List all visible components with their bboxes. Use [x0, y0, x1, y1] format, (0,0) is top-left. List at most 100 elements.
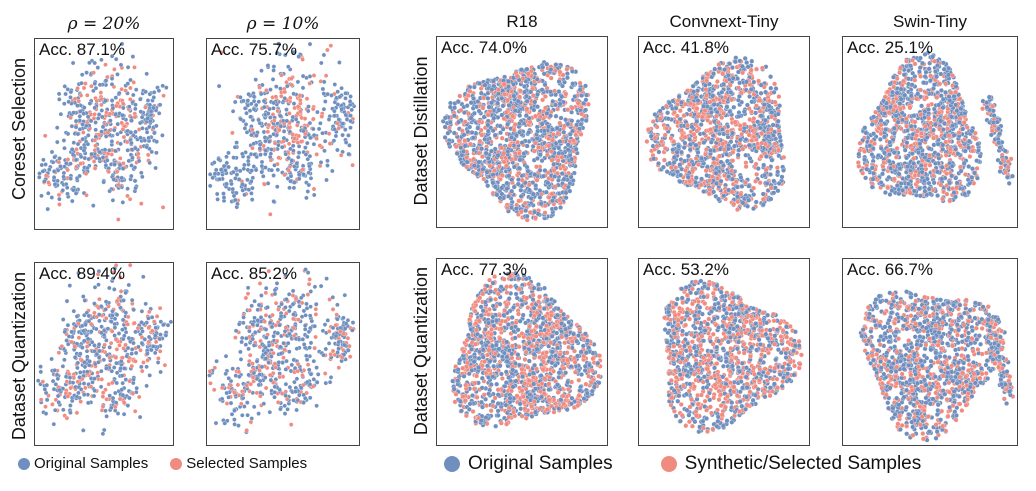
point-original [130, 155, 135, 161]
point-selected [336, 126, 341, 131]
point-original [45, 206, 50, 212]
point-original [291, 312, 296, 317]
point-original [89, 329, 94, 334]
point-original [314, 380, 320, 385]
row-label-dataset-quantization-right: Dataset Quantization [411, 266, 431, 436]
point-original [283, 381, 289, 387]
point-original [73, 124, 79, 130]
point-original [70, 380, 76, 385]
point-selected [266, 122, 272, 128]
point-original [286, 292, 292, 297]
point-original [148, 108, 154, 114]
point-original [252, 330, 258, 335]
point-original [531, 107, 537, 113]
point-original [518, 187, 524, 193]
point-original [154, 123, 159, 129]
point-original [348, 113, 353, 118]
point-original [744, 60, 750, 66]
point-selected [270, 312, 275, 318]
point-original [667, 100, 672, 106]
point-selected [305, 362, 311, 367]
point-original [731, 104, 737, 110]
point-original [144, 383, 149, 389]
point-selected [671, 139, 677, 144]
point-original [462, 143, 468, 149]
point-original [478, 90, 484, 96]
point-selected [674, 113, 680, 119]
point-original [577, 87, 583, 93]
point-original [213, 420, 219, 426]
point-selected [64, 415, 70, 421]
point-original [52, 407, 58, 413]
point-original [92, 60, 97, 66]
point-original [312, 323, 317, 329]
point-original [156, 111, 162, 116]
point-original [470, 135, 476, 141]
point-original [110, 395, 116, 401]
point-selected [108, 340, 114, 346]
point-original [447, 119, 453, 125]
point-selected [311, 73, 317, 78]
point-original [281, 340, 286, 346]
point-selected [334, 312, 339, 317]
point-selected [720, 71, 726, 77]
point-original [237, 168, 243, 174]
point-selected [585, 101, 591, 107]
point-original [129, 140, 134, 146]
point-selected [505, 97, 511, 103]
point-selected [544, 152, 550, 158]
point-selected [514, 73, 520, 79]
point-original [570, 81, 576, 87]
point-original [532, 172, 538, 178]
point-original [42, 387, 48, 392]
point-selected [327, 297, 332, 302]
point-original [85, 400, 91, 406]
point-original [277, 322, 282, 328]
point-original [139, 115, 145, 120]
point-selected [347, 354, 353, 359]
point-original [103, 307, 108, 312]
point-original [210, 175, 215, 181]
point-original [542, 168, 548, 173]
point-original [513, 132, 519, 138]
point-original [68, 410, 73, 415]
point-original [218, 167, 224, 172]
point-original [110, 105, 116, 111]
point-original [60, 364, 66, 369]
point-selected [565, 107, 571, 113]
point-original [68, 89, 74, 95]
point-original [111, 177, 116, 182]
point-selected [258, 393, 263, 399]
point-original [276, 142, 281, 148]
point-selected [552, 184, 558, 190]
point-original [339, 85, 344, 91]
point-original [96, 282, 101, 287]
point-original [138, 97, 143, 102]
point-selected [305, 292, 311, 297]
point-original [306, 104, 311, 109]
point-original [51, 169, 57, 174]
point-original [230, 186, 235, 192]
point-original [107, 345, 112, 350]
point-original [87, 359, 92, 364]
point-selected [704, 78, 710, 84]
point-original [92, 388, 97, 393]
point-original [98, 304, 104, 309]
point-original [99, 324, 104, 329]
point-original [100, 124, 106, 130]
point-original [240, 188, 245, 193]
point-original [553, 205, 559, 211]
point-selected [290, 132, 295, 137]
point-original [133, 87, 139, 92]
point-original [474, 171, 480, 177]
point-selected [118, 156, 123, 161]
point-original [265, 305, 270, 310]
point-original [261, 401, 267, 406]
point-selected [677, 108, 683, 114]
point-original [685, 153, 691, 159]
point-selected [133, 359, 138, 364]
point-selected [224, 401, 230, 406]
point-original [156, 88, 162, 93]
point-original [475, 99, 481, 104]
point-selected [92, 166, 98, 171]
